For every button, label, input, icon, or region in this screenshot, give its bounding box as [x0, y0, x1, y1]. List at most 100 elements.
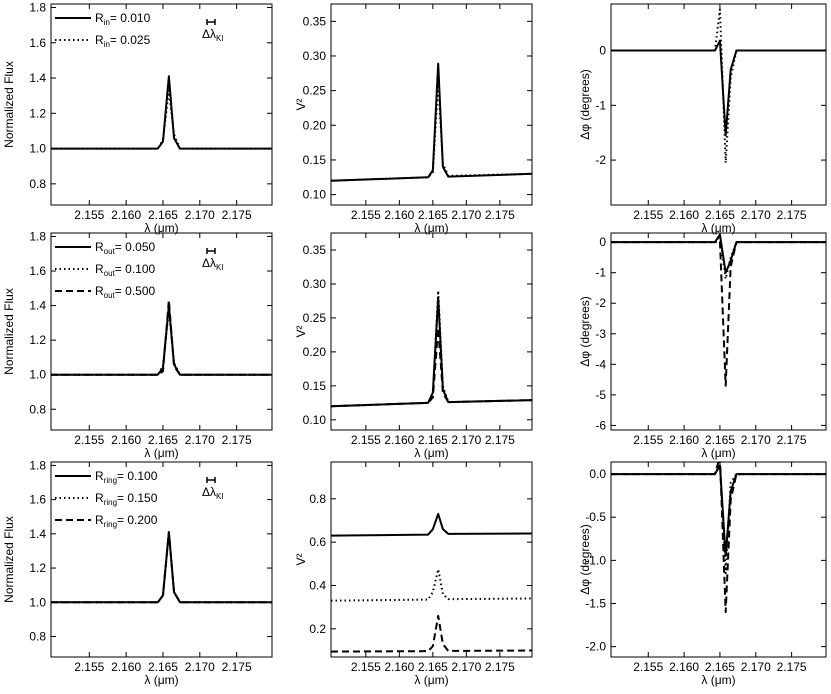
- x-tick-label: 2.170: [451, 433, 481, 447]
- plot-frame: [610, 3, 827, 206]
- resolution-main: Δλ: [202, 256, 216, 270]
- x-axis-title: λ (μm): [144, 446, 178, 460]
- y-tick-label: -2: [595, 296, 606, 310]
- legend-entry: Rin= 0.025: [95, 33, 151, 49]
- x-axis-title: λ (μm): [701, 446, 735, 460]
- legend-subscript: ring: [104, 476, 117, 485]
- plot-frame: [330, 3, 533, 206]
- plot-frame: [50, 232, 273, 431]
- x-tick-label: 2.155: [633, 433, 663, 447]
- y-tick-label: 1.2: [29, 333, 46, 347]
- x-tick-label: 2.170: [185, 208, 215, 222]
- series-line-dotted: [331, 289, 532, 408]
- y-tick-label: 0.2: [309, 622, 326, 636]
- y-tick-label: -2: [595, 153, 606, 167]
- panel-r2c1: 2.155 2.160 2.165 2.170 2.175 0.8 1.0 1.2 1.4 1.6…: [2, 229, 273, 460]
- legend-value: = 0.500: [115, 284, 156, 298]
- y-tick-label: -1.0: [585, 553, 606, 567]
- series-line-dashed: [331, 614, 532, 653]
- y-tick-label: 1.0: [29, 595, 46, 609]
- x-tick-label: 2.160: [669, 660, 699, 674]
- series-line-solid: [611, 233, 826, 274]
- panel-r3c1: 2.155 2.160 2.165 2.170 2.175 0.8 1.0 1.2 1.4 1.6…: [2, 458, 273, 687]
- legend-subscript: out: [104, 247, 116, 256]
- y-tick-label: 0: [599, 235, 606, 249]
- y-tick-label: -6: [595, 418, 606, 432]
- series-line-solid: [331, 296, 532, 408]
- legend-value: = 0.200: [117, 513, 158, 527]
- legend-subscript: out: [104, 269, 116, 278]
- y-tick-label: 0.15: [303, 379, 327, 393]
- resolution-label: ΔλKI: [202, 485, 224, 501]
- x-axis-title: λ (μm): [144, 673, 178, 687]
- plot-frame: [610, 461, 827, 658]
- resolution-label: ΔλKI: [202, 256, 224, 272]
- x-tick-label: 2.160: [384, 660, 414, 674]
- panel-r3c3: 2.155 2.160 2.165 2.170 2.175 -2.0 -1.5 -1.0 -0.…: [578, 461, 827, 687]
- series-line-solid: [611, 464, 826, 558]
- x-tick-label: 2.160: [111, 208, 141, 222]
- y-tick-label: 0.8: [29, 177, 46, 191]
- x-tick-label: 2.155: [633, 660, 663, 674]
- y-tick-label: 0.15: [303, 153, 327, 167]
- plot-frame: [330, 232, 533, 431]
- y-tick-label: -1.5: [585, 597, 606, 611]
- x-axis-title: λ (μm): [414, 446, 448, 460]
- x-axis-title: λ (μm): [701, 221, 735, 235]
- y-tick-label: -4: [595, 357, 606, 371]
- x-tick-label: 2.175: [777, 433, 807, 447]
- series-line-dashed: [611, 239, 826, 387]
- legend-entry: Rin= 0.010: [95, 11, 151, 27]
- panel-r3c2: 2.155 2.160 2.165 2.170 2.175 0.2 0.4 0.6 0.8 λ (…: [294, 461, 533, 687]
- x-tick-label: 2.175: [222, 433, 252, 447]
- series-line-dashed: [51, 299, 272, 376]
- legend-value: = 0.150: [117, 491, 158, 505]
- y-axis-title: V²: [294, 325, 308, 337]
- y-tick-label: 0.8: [29, 402, 46, 416]
- x-axis-title: λ (μm): [414, 221, 448, 235]
- resolution-sub: KI: [216, 263, 224, 272]
- x-tick-label: 2.160: [384, 208, 414, 222]
- x-tick-label: 2.170: [741, 433, 771, 447]
- y-tick-label: 0.0: [589, 467, 606, 481]
- x-tick-label: 2.165: [148, 433, 178, 447]
- y-tick-label: 1.2: [29, 561, 46, 575]
- y-tick-label: 1.8: [29, 458, 46, 472]
- series-line-dotted: [51, 531, 272, 604]
- series-line-dashed: [611, 462, 826, 614]
- y-tick-label: -1: [595, 266, 606, 280]
- resolution-main: Δλ: [202, 485, 216, 499]
- y-tick-label: 0.35: [303, 14, 327, 28]
- plot-frame: [610, 232, 827, 431]
- series-line-solid: [51, 304, 272, 376]
- panel-r1c3: 2.155 2.160 2.165 2.170 2.175 -2 -1 0 λ (μm) Δφ (…: [578, 3, 827, 235]
- legend-value: = 0.050: [115, 240, 156, 254]
- legend-subscript: ring: [104, 498, 117, 507]
- x-tick-label: 2.175: [222, 660, 252, 674]
- x-axis-title: λ (μm): [701, 673, 735, 687]
- legend-subscript: in: [104, 40, 110, 49]
- y-tick-label: 1.8: [29, 229, 46, 243]
- legend-value: = 0.100: [117, 469, 158, 483]
- x-axis-title: λ (μm): [144, 221, 178, 235]
- legend-entry: Rring= 0.200: [95, 513, 158, 529]
- resolution-sub: KI: [216, 492, 224, 501]
- legend-subscript: out: [104, 291, 116, 300]
- x-tick-label: 2.155: [74, 208, 104, 222]
- x-tick-label: 2.170: [741, 660, 771, 674]
- x-tick-label: 2.155: [351, 660, 381, 674]
- panel-r2c2: 2.155 2.160 2.165 2.170 2.175 0.10 0.15 0.20 0.2…: [294, 232, 533, 460]
- series-line-dotted: [331, 81, 532, 182]
- series-line-solid: [331, 62, 532, 182]
- legend-label: R: [95, 33, 104, 47]
- x-tick-label: 2.165: [148, 208, 178, 222]
- legend-subscript: ring: [104, 520, 117, 529]
- x-tick-label: 2.170: [741, 208, 771, 222]
- x-tick-label: 2.155: [351, 208, 381, 222]
- y-axis-title: V²: [294, 553, 308, 565]
- resolution-label: ΔλKI: [202, 27, 224, 43]
- x-tick-label: 2.155: [74, 433, 104, 447]
- series-line-dotted: [611, 462, 826, 575]
- x-tick-label: 2.175: [485, 660, 515, 674]
